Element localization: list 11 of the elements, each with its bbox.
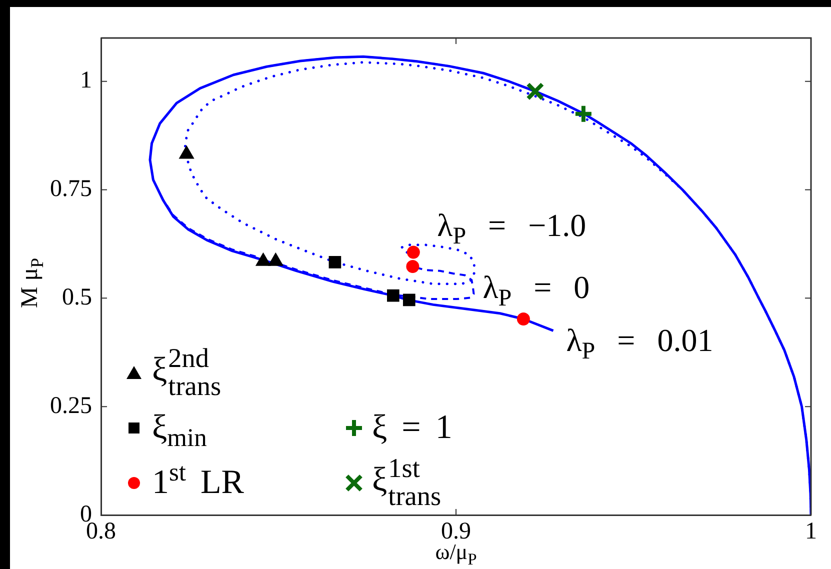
legend-label: ξ = 1 bbox=[372, 408, 452, 446]
y-tick-label: 0.75 bbox=[50, 176, 92, 202]
series-label: λ$_{P}$ = 0.01 bbox=[566, 322, 714, 364]
series-label: λ$_{P}$ = −1.0 bbox=[437, 206, 586, 250]
x-tick-label: 1 bbox=[805, 518, 817, 545]
y-tick-label: 0.5 bbox=[62, 284, 92, 310]
series-label: λ$_{P}$ = 0 bbox=[482, 268, 590, 311]
legend-label: 1$^{st}$ LR bbox=[152, 457, 244, 500]
y-tick-label: 1 bbox=[80, 68, 92, 94]
legend-label: ξ$_{min}$ bbox=[152, 408, 207, 452]
y-tick-label: 0.25 bbox=[50, 392, 92, 419]
